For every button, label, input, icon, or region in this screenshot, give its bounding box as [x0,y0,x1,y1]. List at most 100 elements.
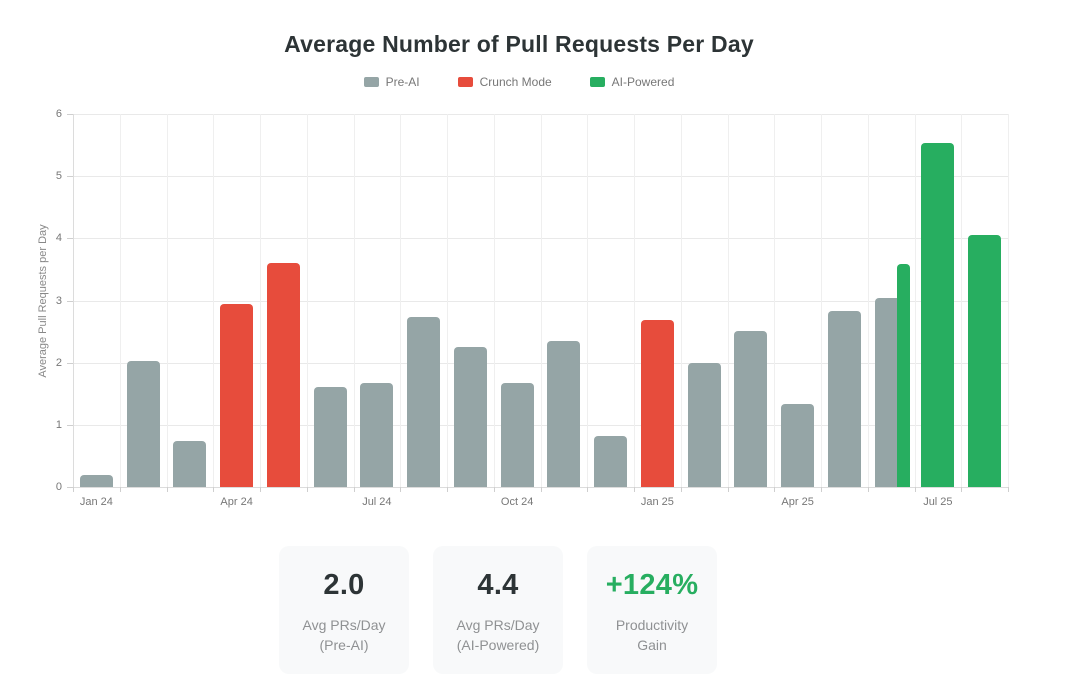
x-tick-label: Jan 24 [79,496,113,508]
bar-pre-ai-10 [547,340,581,487]
x-tick-mark [493,487,495,492]
legend-item-pre-ai[interactable]: Pre-AI [363,75,420,89]
stat-label-ai-powered: Avg PRs/Day (AI-Powered) [456,617,540,654]
x-tick-mark [260,487,261,492]
y-tick-mark [67,424,73,426]
y-tick-mark [67,114,73,115]
y-tick-label: 5 [55,170,62,183]
stat-card-pre-ai: 2.0 Avg PRs/Day (Pre-AI) [279,546,409,674]
stats-row: 2.0 Avg PRs/Day (Pre-AI) 4.4 Avg PRs/Day… [0,546,996,674]
stat-label-pre-ai: Avg PRs/Day (Pre-AI) [302,617,386,654]
x-tick-label: Jan 25 [640,496,674,508]
x-tick-mark [213,487,215,492]
bar-pre-ai-2 [173,440,207,487]
gridline-vertical [774,114,776,487]
legend-label-crunch-mode: Crunch Mode [479,75,552,89]
y-tick-mark [67,300,73,302]
x-tick-mark [1008,487,1009,492]
x-tick-mark [447,487,448,492]
x-tick-mark [914,487,916,492]
bar-chart-plot-area: 0 1 2 3 4 5 6 Jan 24 Apr 24 Jul 24 Oct 24 Jan 25 Apr… [0,91,1038,516]
x-tick-mark [727,487,729,492]
gridline-vertical [587,114,589,487]
bar-ai-powered-17 [896,264,910,487]
gridline-vertical [727,114,729,487]
x-tick-label: Jul 24 [362,496,392,508]
bar-pre-ai-11 [594,436,628,487]
gridline-vertical [493,114,495,487]
x-tick-mark [774,487,776,492]
x-tick-mark [400,487,402,492]
chart-legend: Pre-AI Crunch Mode AI-Powered [0,75,1038,89]
gridline-vertical [961,114,963,487]
legend-swatch-crunch-mode-icon [457,77,473,87]
y-axis-title: Average Pull Requests per Day [37,223,49,378]
x-tick-mark [73,487,74,492]
bar-pre-ai-14 [734,330,768,487]
y-tick-mark [67,362,73,364]
bar-pre-ai-13 [687,362,721,487]
gridline-vertical [680,114,682,487]
gridline-vertical [634,114,635,487]
y-tick-label: 6 [55,108,62,120]
stat-value-ai-powered: 4.4 [477,569,519,601]
gridline-vertical [306,114,308,487]
gridline-vertical [119,114,121,487]
bar-crunch-mode-3 [220,304,254,487]
gridline-vertical [821,114,822,487]
y-tick-label: 0 [55,481,62,493]
y-tick-mark [67,487,73,488]
legend-swatch-pre-ai-icon [363,77,379,87]
bar-pre-ai-6 [360,382,394,487]
gridline-vertical [914,114,916,487]
stat-value-productivity-gain: +124% [605,569,699,601]
x-tick-label: Oct 24 [500,496,534,508]
gridline-vertical [73,114,74,487]
bar-ai-powered-18 [921,142,955,487]
bar-pre-ai-16 [827,311,861,487]
legend-item-crunch-mode[interactable]: Crunch Mode [457,75,552,89]
bar-crunch-mode-4 [266,263,300,487]
bar-pre-ai-9 [500,382,534,487]
legend-swatch-ai-powered-icon [589,77,605,87]
x-tick-label: Apr 24 [220,496,253,508]
y-tick-label: 3 [55,294,62,307]
stat-label-productivity-gain: Productivity Gain [615,617,689,654]
x-tick-mark [353,487,355,492]
bar-pre-ai-8 [453,346,487,487]
y-tick-label: 1 [55,418,62,431]
y-tick-mark [67,238,73,240]
y-tick-label: 2 [55,356,62,369]
x-tick-mark [867,487,869,492]
x-tick-mark [634,487,635,492]
gridline-vertical [540,114,542,487]
bar-pre-ai-15 [781,403,815,487]
legend-label-pre-ai: Pre-AI [385,75,420,89]
gridline-vertical [400,114,402,487]
legend-item-ai-powered[interactable]: AI-Powered [589,75,674,89]
x-tick-label: Jul 25 [923,496,953,508]
x-tick-mark [587,487,589,492]
x-tick-mark [680,487,682,492]
gridline-vertical [353,114,355,487]
gridline-vertical [260,114,261,487]
bar-pre-ai-0 [79,475,113,487]
gridline-vertical [213,114,215,487]
bar-pre-ai-7 [407,316,441,487]
x-tick-mark [306,487,308,492]
x-tick-mark [821,487,822,492]
stat-card-productivity-gain: +124% Productivity Gain [587,546,717,674]
gridline-vertical [867,114,869,487]
bar-pre-ai-1 [126,360,160,487]
bar-crunch-mode-12 [640,320,674,487]
y-tick-label: 4 [55,232,62,245]
x-tick-mark [540,487,542,492]
gridline-vertical [447,114,448,487]
stat-value-pre-ai: 2.0 [323,569,365,601]
bar-pre-ai-5 [313,386,347,487]
gridline-vertical [1008,114,1009,487]
gridline-vertical [166,114,168,487]
page-container: Average Number of Pull Requests Per Day … [0,31,1038,674]
x-tick-mark [961,487,963,492]
chart-title: Average Number of Pull Requests Per Day [284,31,754,57]
